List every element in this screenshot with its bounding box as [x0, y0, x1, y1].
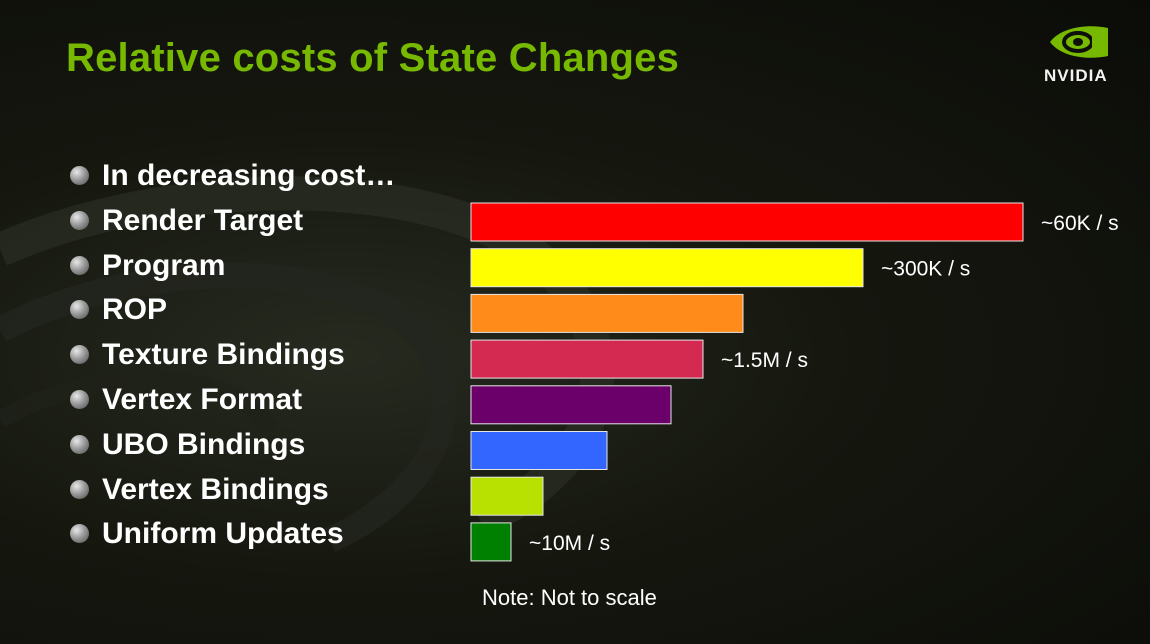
bar-ubo-bindings [470, 431, 608, 470]
chart-note: Note: Not to scale [482, 585, 657, 610]
bullet-dot-icon [70, 479, 89, 499]
bar-texture-bindings [470, 339, 704, 379]
bullet-dot-icon [70, 166, 89, 185]
bar-vertex-format [470, 385, 672, 425]
bar-program [470, 248, 864, 288]
bullet-dot-icon [70, 434, 89, 454]
bullet-text: Vertex Bindings [102, 472, 329, 506]
bullet-uniform-updates: Uniform Updates [68, 512, 395, 557]
bullet-text: Uniform Updates [102, 517, 344, 551]
bar-rop [470, 293, 744, 333]
bullet-text: Vertex Format [102, 382, 303, 416]
bar-uniform-updates [470, 522, 512, 562]
bullet-intro: In decreasing cost… [68, 154, 395, 199]
bullet-list: In decreasing cost… Render Target Progra… [68, 154, 395, 557]
bullet-text: Program [102, 248, 226, 282]
bullet-text: ROP [102, 293, 168, 327]
nvidia-wordmark: NVIDIA [1044, 66, 1108, 85]
slide-title: Relative costs of State Changes [66, 36, 680, 80]
data-label-uniform-updates: ~10M / s [529, 532, 610, 555]
bullet-dot-icon [70, 255, 89, 275]
bullet-ubo-bindings: UBO Bindings [68, 423, 395, 468]
bullet-render-target: Render Target [68, 199, 395, 244]
bullet-dot-icon [70, 300, 89, 320]
bullet-rop: ROP [68, 288, 395, 333]
bar-render-target [470, 202, 1024, 242]
bullet-program: Program [68, 244, 395, 289]
data-label-render-target: ~60K / s [1041, 212, 1119, 235]
bullet-texture-bindings: Texture Bindings [68, 333, 395, 378]
bullet-dot-icon [70, 389, 89, 409]
bullet-dot-icon [70, 210, 89, 230]
data-label-texture-bindings: ~1.5M / s [721, 349, 808, 372]
bullet-dot-icon [70, 524, 89, 544]
bullet-text: In decreasing cost… [102, 159, 396, 192]
data-label-program: ~300K / s [881, 258, 970, 281]
nvidia-eye-icon [1050, 26, 1108, 58]
bullet-vertex-format: Vertex Format [68, 378, 395, 423]
bullet-vertex-bindings: Vertex Bindings [68, 468, 395, 513]
bullet-dot-icon [70, 345, 89, 365]
bar-vertex-bindings [470, 476, 544, 516]
bullet-text: Texture Bindings [102, 338, 345, 372]
bullet-text: Render Target [102, 203, 304, 237]
bullet-text: UBO Bindings [102, 427, 306, 461]
nvidia-logo: NVIDIA [1040, 22, 1130, 88]
